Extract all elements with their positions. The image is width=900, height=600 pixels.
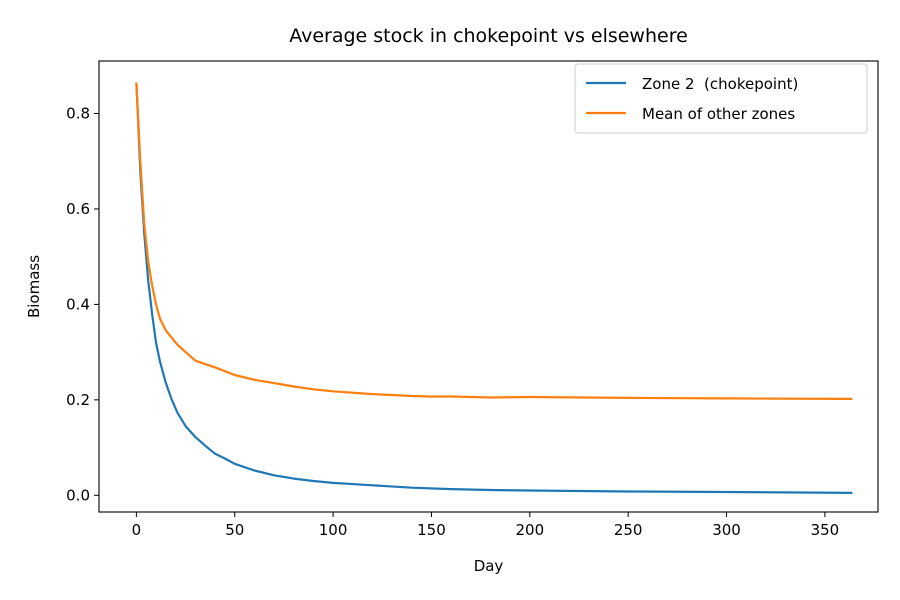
x-tick-label: 350 [811, 521, 840, 539]
legend-label-other-zones: Mean of other zones [642, 105, 795, 123]
plot-frame [98, 60, 879, 513]
y-axis-ticks: 0.0 0.2 0.4 0.6 0.8 [66, 104, 99, 504]
series-line-1 [135, 82, 853, 400]
x-tick-label: 250 [614, 521, 643, 539]
plot-lines [135, 82, 853, 494]
legend-label-zone-2: Zone 2 (chokepoint) [642, 75, 798, 93]
y-tick-label: 0.2 [66, 391, 90, 409]
x-axis-label: Day [474, 557, 504, 575]
series-line-0 [135, 82, 853, 494]
y-axis-label: Biomass [25, 255, 43, 318]
x-tick-label: 300 [712, 521, 741, 539]
x-tick-label: 150 [417, 521, 446, 539]
x-axis-ticks: 0 50 100 150 200 250 300 350 [132, 512, 840, 539]
y-tick-label: 0.6 [66, 200, 90, 218]
x-tick-label: 0 [132, 521, 142, 539]
legend: Zone 2 (chokepoint) Mean of other zones [574, 63, 868, 134]
x-tick-label: 200 [515, 521, 544, 539]
x-tick-label: 100 [319, 521, 348, 539]
y-tick-label: 0.8 [66, 104, 90, 122]
x-tick-label: 50 [225, 521, 244, 539]
legend-box [574, 63, 868, 134]
chart-title: Average stock in chokepoint vs elsewhere [289, 25, 688, 47]
y-tick-label: 0.4 [66, 295, 90, 313]
y-tick-label: 0.0 [66, 486, 90, 504]
